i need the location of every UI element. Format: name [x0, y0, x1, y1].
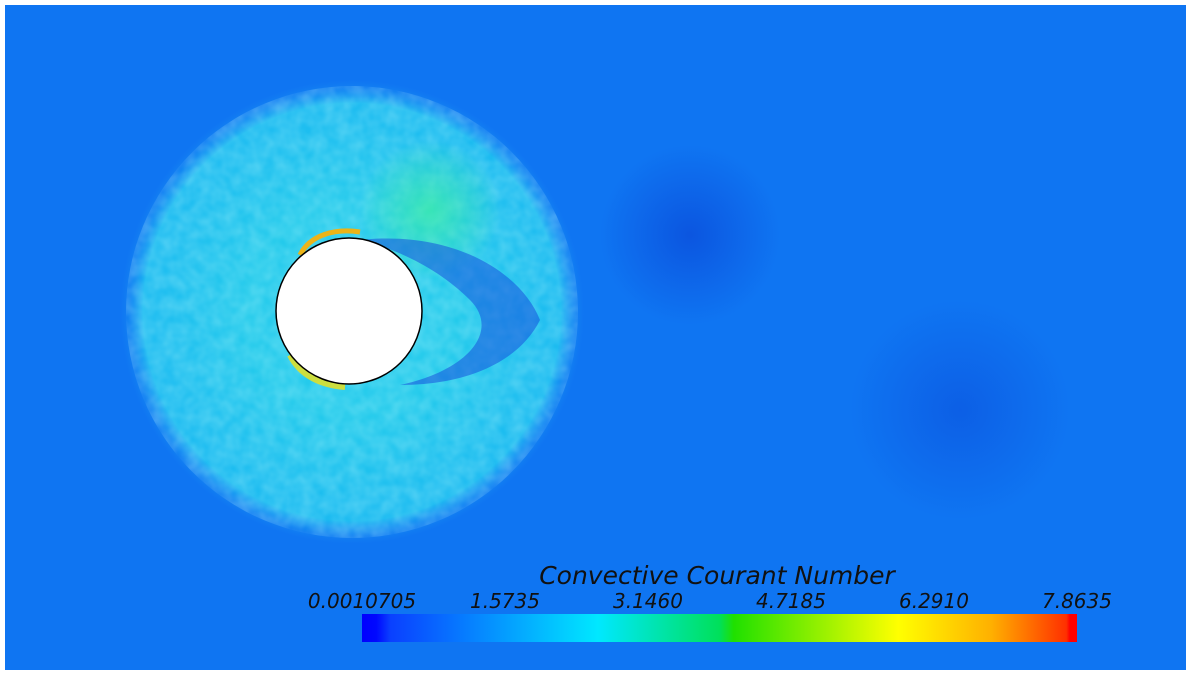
- colorbar-tick-label: 7.8635: [1042, 589, 1112, 613]
- colorbar-tick-label: 3.1460: [613, 589, 683, 613]
- colorbar-tick-label: 6.2910: [899, 589, 969, 613]
- colorbar-title: Convective Courant Number: [539, 561, 896, 590]
- cylinder: [276, 238, 422, 384]
- page: Convective Courant Number 0.0010705 1.573…: [0, 0, 1191, 675]
- colorbar: [362, 614, 1077, 642]
- colorbar-tick-label: 0.0010705: [308, 589, 416, 613]
- colorbar-tick-label: 1.5735: [470, 589, 540, 613]
- colorbar-tick-label: 4.7185: [756, 589, 826, 613]
- visualization: Convective Courant Number 0.0010705 1.573…: [0, 0, 1191, 675]
